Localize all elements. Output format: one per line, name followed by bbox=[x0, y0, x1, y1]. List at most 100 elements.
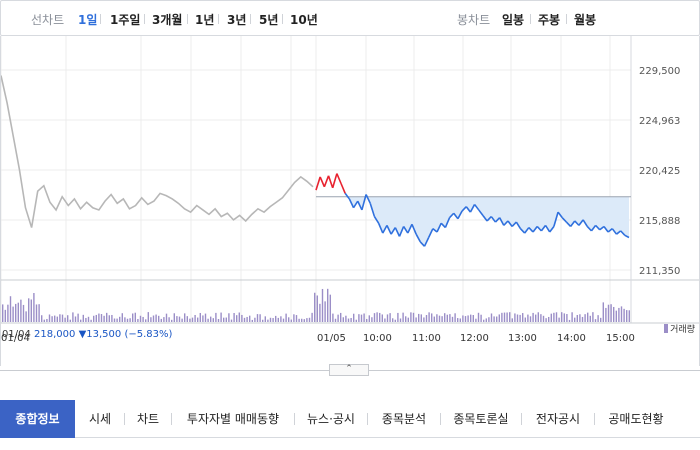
x-tick-label: 10:00 bbox=[363, 333, 392, 344]
volume-bar bbox=[80, 319, 82, 322]
candle-monthly[interactable]: 월봉 bbox=[574, 13, 597, 27]
volume-bar bbox=[563, 313, 565, 322]
volume-bar bbox=[87, 316, 90, 322]
volume-bar bbox=[451, 316, 454, 322]
volume-bar bbox=[623, 308, 625, 322]
volume-bar bbox=[189, 318, 191, 322]
volume-bar bbox=[428, 312, 430, 322]
today-price-segment bbox=[361, 194, 367, 211]
volume-bar bbox=[48, 314, 51, 322]
period-1week[interactable]: 1주일 bbox=[110, 13, 141, 27]
volume-bar bbox=[207, 318, 209, 322]
period-1year[interactable]: 1년 bbox=[195, 13, 215, 27]
volume-bar bbox=[454, 313, 456, 322]
volume-bar bbox=[389, 313, 391, 322]
volume-bar bbox=[147, 312, 149, 322]
volume-bar bbox=[402, 312, 404, 322]
tab-disclosure[interactable]: 전자공시 bbox=[535, 412, 581, 426]
today-price-segment bbox=[532, 225, 538, 233]
volume-bar bbox=[509, 312, 511, 322]
volume-bar bbox=[418, 313, 420, 322]
today-price-segment bbox=[578, 219, 584, 226]
volume-bar bbox=[186, 316, 188, 322]
tab-discussion[interactable]: 종목토론실 bbox=[453, 412, 509, 426]
period-5year[interactable]: 5년 bbox=[259, 13, 279, 27]
today-price-segment bbox=[365, 194, 371, 204]
volume-bar bbox=[444, 313, 446, 322]
y-tick-label: 211,350 bbox=[639, 266, 680, 277]
volume-bar bbox=[249, 315, 251, 322]
volume-bar bbox=[100, 314, 103, 322]
x-tick-label: 15:00 bbox=[606, 333, 635, 344]
volume-bar bbox=[145, 319, 147, 322]
volume-bar bbox=[168, 317, 170, 322]
volume-bar bbox=[267, 319, 269, 322]
volume-bar bbox=[303, 319, 305, 322]
tab-short-selling[interactable]: 공매도현황 bbox=[608, 412, 664, 426]
chart-area: 229,500 224,963 220,425 215,888 211,350 01/0… bbox=[0, 36, 700, 366]
volume-bar bbox=[477, 312, 480, 322]
candle-daily[interactable]: 일봉 bbox=[502, 13, 525, 27]
volume-bar bbox=[111, 314, 113, 322]
volume-bar bbox=[204, 313, 207, 322]
volume-bar bbox=[511, 318, 513, 322]
candle-weekly[interactable]: 주봉 bbox=[538, 13, 561, 27]
volume-bar bbox=[574, 317, 576, 322]
volume-bar bbox=[233, 313, 235, 322]
price-chart[interactable]: 229,500 224,963 220,425 215,888 211,350 01/0… bbox=[1, 36, 699, 366]
today-price-segment bbox=[465, 206, 472, 213]
tab-quotes[interactable]: 시세 bbox=[88, 412, 112, 426]
divider bbox=[521, 413, 522, 425]
volume-bar bbox=[116, 318, 118, 322]
volume-bar bbox=[280, 316, 282, 322]
volume-bar bbox=[490, 313, 493, 322]
tab-analysis[interactable]: 종목분석 bbox=[381, 412, 427, 426]
today-price-segment bbox=[565, 221, 572, 228]
tab-investor-trading[interactable]: 투자자별 매매동향 bbox=[186, 412, 280, 426]
volume-bar bbox=[262, 319, 264, 322]
x-tick-label: 01/05 bbox=[317, 333, 346, 344]
volume-bar bbox=[28, 298, 30, 322]
volume-bar bbox=[324, 301, 326, 322]
volume-bar bbox=[441, 316, 443, 322]
today-price-segment bbox=[536, 225, 542, 232]
period-10year[interactable]: 10년 bbox=[290, 13, 318, 27]
period-3month[interactable]: 3개월 bbox=[152, 13, 183, 27]
today-price-segment bbox=[549, 225, 555, 233]
volume-bar bbox=[4, 309, 6, 322]
volume-bar bbox=[38, 304, 40, 322]
collapse-chart-button[interactable]: ⌃ bbox=[329, 364, 369, 376]
volume-bar bbox=[308, 317, 311, 322]
period-1day[interactable]: 1일 bbox=[78, 13, 98, 27]
volume-bar bbox=[337, 314, 339, 322]
volume-bar bbox=[67, 315, 69, 322]
volume-bar bbox=[485, 318, 487, 322]
volume-bar bbox=[607, 304, 610, 322]
volume-bar bbox=[98, 313, 100, 322]
tab-chart[interactable]: 차트 bbox=[136, 412, 160, 426]
period-3year[interactable]: 3년 bbox=[227, 13, 247, 27]
prev-day-price-line bbox=[1, 75, 314, 228]
today-price-segment bbox=[590, 224, 597, 232]
volume-bar bbox=[152, 315, 155, 322]
volume-bar bbox=[142, 316, 144, 322]
volume-bar bbox=[194, 314, 196, 322]
volume-bar bbox=[275, 315, 277, 322]
volume-bar bbox=[95, 314, 97, 322]
volume-bar bbox=[332, 313, 334, 322]
tab-summary[interactable]: 종합정보 bbox=[0, 400, 75, 438]
volume-bar bbox=[191, 317, 194, 322]
volume-bar bbox=[363, 313, 365, 322]
tab-news[interactable]: 뉴스·공시 bbox=[307, 412, 355, 426]
volume-bar bbox=[472, 315, 474, 322]
volume-bar bbox=[592, 312, 594, 322]
today-price-segment bbox=[553, 211, 559, 227]
volume-bar bbox=[610, 304, 612, 322]
today-price-segment bbox=[331, 173, 338, 189]
today-price-segment bbox=[561, 217, 567, 223]
volume-bar bbox=[550, 313, 552, 322]
volume-bar bbox=[59, 314, 61, 322]
volume-bar bbox=[17, 302, 19, 322]
today-price-segment bbox=[415, 233, 422, 243]
volume-bar bbox=[51, 316, 53, 322]
